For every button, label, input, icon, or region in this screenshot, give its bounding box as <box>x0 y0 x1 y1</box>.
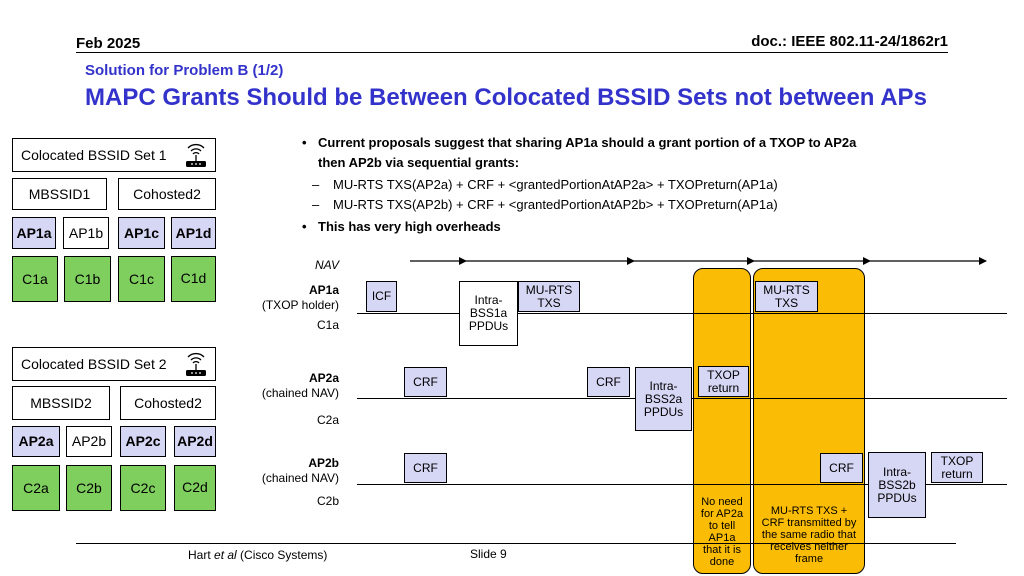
set1-ap-1: AP1a <box>12 217 56 249</box>
sub-bullet-2-text: MU-RTS TXS(AP2b) + CRF + <grantedPortion… <box>333 197 778 212</box>
slide-title: MAPC Grants Should be Between Colocated … <box>85 84 927 111</box>
frame-intra-bss2a: Intra- BSS2a PPDUs <box>635 367 692 431</box>
set2-ap-1: AP2a <box>12 426 60 457</box>
ap2a-name: AP2a <box>308 371 339 385</box>
sub-bullet-2: – MU-RTS TXS(AP2b) + CRF + <grantedPortio… <box>312 197 778 212</box>
note-no-need: No need for AP2a to tell AP1a that it is… <box>700 496 744 568</box>
set1-cohosted-box: Cohosted2 <box>118 178 216 210</box>
set2-ap-4: AP2d <box>174 426 216 457</box>
slide-subtitle: Solution for Problem B (1/2) <box>85 62 284 79</box>
footer-author: Hart et al (Cisco Systems) <box>188 548 328 562</box>
timeline-ap2b <box>357 484 1007 485</box>
timeline-ap1a <box>357 313 1007 314</box>
set1-ap-2: AP1b <box>63 217 109 249</box>
frame-crf-ap2a-2: CRF <box>587 367 630 397</box>
bullet-1: • Current proposals suggest that sharing… <box>300 133 1000 173</box>
set2-title: Colocated BSSID Set 2 <box>21 355 167 372</box>
router-icon <box>186 352 206 376</box>
header-rule <box>76 52 948 53</box>
set2-client-1: C2a <box>12 465 60 511</box>
sub-bullet-1: – MU-RTS TXS(AP2a) + CRF + <grantedPortio… <box>312 177 778 192</box>
ap2b-role: (chained NAV) <box>261 471 339 485</box>
set2-client-3: C2c <box>120 465 166 511</box>
frame-murts-1: MU-RTS TXS <box>518 281 580 312</box>
bullet-1-line-1: Current proposals suggest that sharing A… <box>318 135 857 150</box>
footer-slide-number: Slide 9 <box>470 547 507 561</box>
ap2b-name: AP2b <box>308 456 339 470</box>
frame-crf-ap2a-1: CRF <box>404 367 447 397</box>
header-doc: doc.: IEEE 802.11-24/1862r1 <box>751 33 948 50</box>
frame-intra-bss1a: Intra- BSS1a PPDUs <box>459 281 518 346</box>
set1-mbssid-box: MBSSID1 <box>12 178 107 210</box>
footer-rule <box>76 543 956 544</box>
ap1a-client: C1a <box>316 318 339 332</box>
bullet-1-line-2: then AP2b via sequential grants: <box>318 155 520 170</box>
set1-ap-4: AP1d <box>171 217 216 249</box>
frame-txop-return-2: TXOP return <box>931 452 983 483</box>
bullet-2: • This has very high overheads <box>302 219 501 234</box>
frame-murts-2: MU-RTS TXS <box>755 281 818 312</box>
bullet-list: • Current proposals suggest that sharing… <box>300 133 1000 237</box>
frame-intra-bss2b: Intra- BSS2b PPDUs <box>868 452 926 518</box>
ap2a-client: C2a <box>316 413 339 427</box>
highlight-region-2 <box>753 268 865 574</box>
set2-client-4: C2d <box>174 465 216 511</box>
ap1a-role: (TXOP holder) <box>261 298 339 312</box>
frame-txop-return-1: TXOP return <box>698 366 749 397</box>
router-icon <box>186 143 206 167</box>
note-same-radio: MU-RTS TXS + CRF transmitted by the same… <box>761 505 857 565</box>
highlight-region-1 <box>693 268 751 574</box>
nav-label: NAV <box>315 258 340 272</box>
ap2b-client: C2b <box>316 494 339 508</box>
set1-title-box: Colocated BSSID Set 1 <box>12 138 216 172</box>
ap1a-name: AP1a <box>308 283 339 297</box>
ap2a-role: (chained NAV) <box>261 386 339 400</box>
frame-icf: ICF <box>366 281 397 312</box>
set2-ap-2: AP2b <box>66 426 112 457</box>
set2-mbssid-box: MBSSID2 <box>12 386 110 420</box>
set2-ap-3: AP2c <box>120 426 166 457</box>
set1-title: Colocated BSSID Set 1 <box>21 146 167 163</box>
set1-client-2: C1b <box>64 256 111 302</box>
frame-crf-ap2b-2: CRF <box>820 453 863 483</box>
sub-bullet-1-text: MU-RTS TXS(AP2a) + CRF + <grantedPortion… <box>333 177 778 192</box>
set1-client-1: C1a <box>12 256 58 302</box>
frame-crf-ap2b-1: CRF <box>404 453 447 483</box>
header-date: Feb 2025 <box>76 35 141 52</box>
set1-ap-3: AP1c <box>118 217 165 249</box>
nav-arrows <box>410 257 987 265</box>
set2-title-box: Colocated BSSID Set 2 <box>12 347 216 381</box>
bullet-2-text: This has very high overheads <box>318 219 501 234</box>
set1-client-3: C1c <box>118 256 165 302</box>
set2-cohosted-box: Cohosted2 <box>120 386 216 420</box>
set1-client-4: C1d <box>171 256 216 302</box>
set2-client-2: C2b <box>66 465 112 511</box>
